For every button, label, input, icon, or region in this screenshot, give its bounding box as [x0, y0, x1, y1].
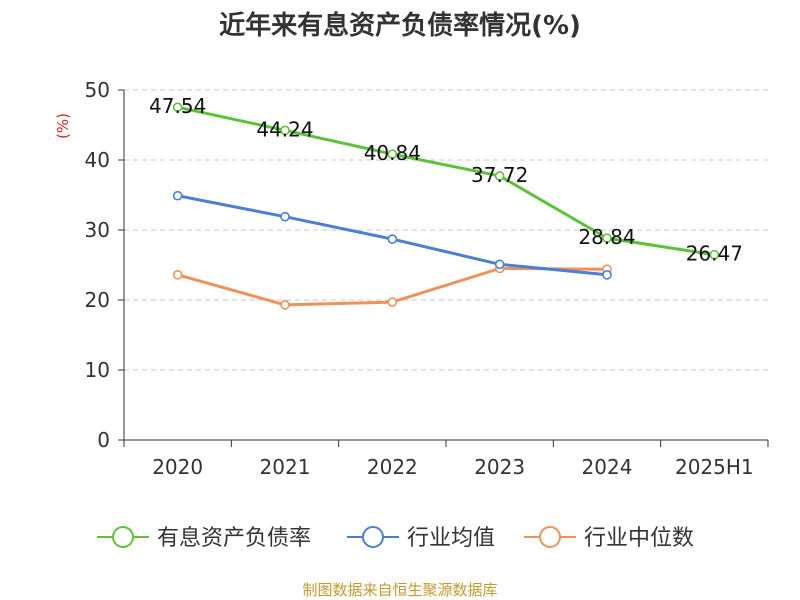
x-tick-label: 2024	[582, 455, 633, 479]
data-point	[494, 171, 505, 181]
data-point	[172, 269, 183, 280]
source-note: 制图数据来自恒生聚源数据库	[302, 581, 497, 599]
series-line	[176, 105, 716, 257]
data-point	[387, 234, 398, 244]
series-layer	[172, 102, 720, 310]
y-axis-unit: (%)	[54, 113, 72, 139]
x-tick-label: 2022	[367, 455, 418, 479]
grid-layer	[124, 89, 768, 371]
legend-label: 有息资产负债率	[157, 526, 311, 551]
legend-marker	[539, 526, 561, 548]
y-tick-label: 40	[85, 148, 110, 172]
data-point	[280, 300, 290, 310]
chart-title: 近年来有息资产负债率情况(%)	[219, 10, 581, 41]
legend-label: 行业中位数	[584, 526, 694, 551]
data-label: 47.54	[149, 94, 206, 118]
legend-label: 行业均值	[407, 526, 495, 551]
x-tick-label: 2020	[152, 455, 203, 479]
data-label: 40.84	[364, 141, 421, 165]
axis-layer: 0 10 20 30 40 50 2020 2021 2022 2023 2024 2025H1	[85, 78, 769, 479]
x-tick-label: 2023	[474, 455, 525, 479]
data-label: 44.24	[256, 117, 313, 141]
data-point	[387, 297, 398, 307]
data-point	[172, 190, 183, 201]
legend-marker	[112, 526, 134, 548]
y-tick-label: 30	[85, 218, 110, 242]
legend-marker	[362, 526, 384, 548]
legend: 有息资产负债率 行业均值 行业中位数	[97, 526, 694, 551]
data-label: 26.47	[686, 242, 743, 266]
data-point	[494, 259, 505, 270]
data-label: 28.84	[578, 225, 635, 249]
data-point	[387, 149, 398, 159]
x-tick-label: 2025H1	[675, 455, 754, 479]
data-point	[602, 233, 612, 243]
y-tick-label: 10	[85, 358, 110, 382]
data-point	[280, 125, 290, 136]
y-tick-label: 20	[85, 288, 110, 312]
data-point	[172, 102, 183, 113]
data-label-layer: 47.54 44.24 40.84 37.72 28.84 26.47	[149, 94, 743, 265]
data-point	[709, 249, 720, 260]
x-tick-label: 2021	[260, 455, 311, 479]
data-label: 37.72	[471, 163, 528, 187]
y-tick-label: 0	[97, 428, 110, 452]
data-point	[602, 269, 612, 280]
data-point	[280, 211, 290, 222]
y-tick-label: 50	[85, 78, 110, 102]
